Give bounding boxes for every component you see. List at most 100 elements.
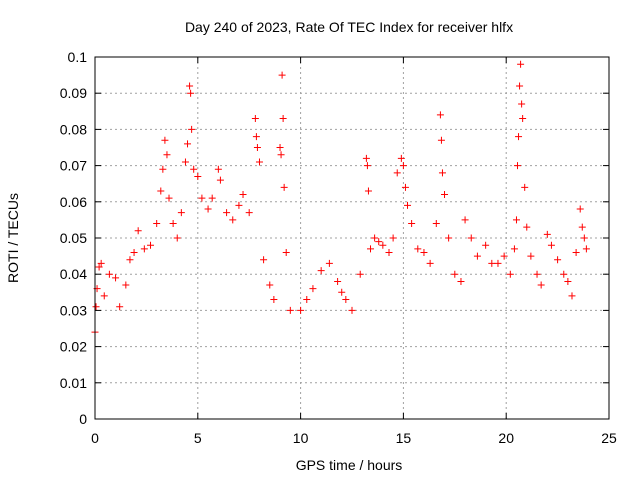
data-point bbox=[159, 165, 167, 173]
grid-lines bbox=[95, 57, 609, 419]
data-point bbox=[184, 140, 192, 148]
data-point bbox=[506, 270, 514, 278]
data-point bbox=[399, 162, 407, 170]
data-point bbox=[572, 248, 580, 256]
data-point bbox=[286, 306, 294, 314]
data-point bbox=[445, 234, 453, 242]
data-point bbox=[95, 263, 103, 271]
data-point bbox=[408, 220, 416, 228]
data-point bbox=[420, 248, 428, 256]
x-tick-label: 10 bbox=[293, 430, 309, 446]
data-point bbox=[473, 252, 481, 260]
data-point bbox=[404, 201, 412, 209]
data-point bbox=[161, 136, 169, 144]
data-point bbox=[278, 71, 286, 79]
data-point bbox=[116, 303, 124, 311]
x-axis-label: GPS time / hours bbox=[296, 457, 403, 473]
y-axis-label: ROTI / TECUs bbox=[5, 193, 21, 283]
data-point bbox=[229, 216, 237, 224]
data-point bbox=[216, 176, 224, 184]
data-point bbox=[282, 248, 290, 256]
chart-title: Day 240 of 2023, Rate Of TEC Index for r… bbox=[185, 19, 513, 35]
y-tick-label: 0.08 bbox=[60, 121, 87, 137]
x-tick-label: 25 bbox=[601, 430, 617, 446]
data-point bbox=[122, 281, 130, 289]
data-point bbox=[527, 252, 535, 260]
data-point bbox=[438, 169, 446, 177]
data-point bbox=[112, 274, 120, 282]
data-point bbox=[140, 245, 148, 253]
data-point bbox=[356, 270, 364, 278]
data-point bbox=[363, 162, 371, 170]
data-point bbox=[519, 115, 527, 123]
data-point bbox=[436, 111, 444, 119]
data-point bbox=[362, 154, 370, 162]
data-point bbox=[190, 165, 198, 173]
data-point bbox=[100, 292, 108, 300]
data-point bbox=[297, 306, 305, 314]
data-point bbox=[367, 245, 375, 253]
data-point bbox=[364, 187, 372, 195]
y-tick-label: 0.06 bbox=[60, 194, 87, 210]
data-point bbox=[461, 216, 469, 224]
data-point bbox=[578, 223, 586, 231]
data-point bbox=[163, 151, 171, 159]
data-point bbox=[157, 187, 165, 195]
data-point bbox=[245, 209, 253, 217]
data-point bbox=[543, 230, 551, 238]
data-points bbox=[91, 60, 590, 336]
data-point bbox=[494, 259, 502, 267]
y-tick-label: 0 bbox=[79, 411, 87, 427]
x-tick-label: 15 bbox=[396, 430, 412, 446]
data-point bbox=[580, 234, 588, 242]
data-point bbox=[512, 216, 520, 224]
data-point bbox=[342, 296, 350, 304]
data-point bbox=[134, 227, 142, 235]
data-point bbox=[371, 234, 379, 242]
data-point bbox=[177, 209, 185, 217]
data-point bbox=[188, 125, 196, 133]
data-point bbox=[276, 144, 284, 151]
data-point bbox=[516, 82, 524, 90]
data-point bbox=[414, 245, 422, 253]
x-tick-label: 0 bbox=[91, 430, 99, 446]
data-point bbox=[270, 296, 278, 304]
data-point bbox=[517, 60, 525, 68]
data-point bbox=[576, 205, 584, 213]
data-point bbox=[554, 256, 562, 264]
data-point bbox=[266, 281, 274, 289]
data-point bbox=[385, 248, 393, 256]
data-point bbox=[451, 270, 459, 278]
data-point bbox=[437, 136, 445, 144]
data-point bbox=[334, 277, 342, 285]
data-point bbox=[375, 238, 383, 246]
data-point bbox=[397, 154, 405, 162]
data-point bbox=[537, 281, 545, 289]
data-point bbox=[130, 248, 138, 256]
data-point bbox=[564, 277, 572, 285]
data-point bbox=[277, 151, 285, 159]
data-point bbox=[426, 259, 434, 267]
data-point bbox=[169, 220, 177, 228]
data-point bbox=[279, 115, 287, 123]
data-point bbox=[223, 209, 231, 217]
data-point bbox=[97, 259, 105, 267]
data-point bbox=[521, 183, 529, 191]
y-tick-label: 0.03 bbox=[60, 302, 87, 318]
data-point bbox=[482, 241, 490, 249]
data-point bbox=[105, 270, 113, 278]
y-tick-label: 0.07 bbox=[60, 158, 87, 174]
data-point bbox=[560, 270, 568, 278]
data-point bbox=[253, 144, 261, 151]
data-point bbox=[187, 89, 195, 97]
data-point bbox=[251, 115, 259, 123]
data-point bbox=[514, 162, 522, 170]
data-point bbox=[317, 267, 325, 275]
data-point bbox=[255, 158, 263, 166]
data-point bbox=[208, 194, 216, 202]
data-point bbox=[379, 241, 387, 249]
data-point bbox=[389, 234, 397, 242]
x-tick-label: 20 bbox=[498, 430, 514, 446]
